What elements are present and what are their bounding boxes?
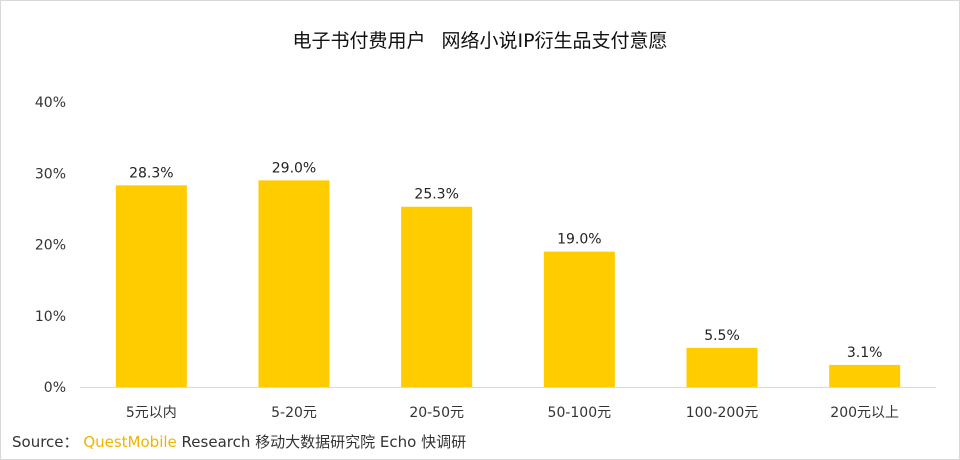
data-label: 5.5% [704, 328, 740, 344]
y-tick-label: 40% [35, 95, 66, 111]
x-tick-label: 200元以上 [830, 405, 899, 421]
y-tick-label: 0% [44, 380, 66, 396]
bar [543, 251, 615, 387]
source-text: Research 移动大数据研究院 Echo 快调研 [181, 433, 467, 451]
source-label: Source： [12, 433, 79, 451]
bar [829, 364, 901, 387]
x-tick-label: 100-200元 [686, 405, 759, 421]
source-brand: QuestMobile [83, 433, 177, 451]
y-tick-label: 10% [35, 309, 66, 325]
title-part-1: 电子书付费用户 [292, 30, 426, 52]
bar [401, 206, 473, 387]
data-label: 29.0% [272, 160, 316, 176]
x-tick-label: 50-100元 [548, 405, 612, 421]
data-label: 28.3% [129, 165, 173, 181]
y-tick-label: 30% [35, 166, 66, 182]
chart-title: 电子书付费用户 网络小说IP衍生品支付意愿 [0, 26, 960, 53]
bar [115, 185, 187, 387]
x-tick-label: 5-20元 [271, 405, 317, 421]
y-tick-label: 20% [35, 238, 66, 254]
title-part-2: 网络小说IP衍生品支付意愿 [441, 30, 668, 52]
bar [686, 347, 758, 387]
x-tick-label: 20-50元 [409, 405, 464, 421]
bar [258, 180, 330, 387]
source-note: Source： QuestMobile Research 移动大数据研究院 Ec… [12, 431, 466, 452]
x-tick-label: 5元以内 [126, 405, 177, 421]
data-label: 25.3% [414, 187, 458, 203]
data-label: 3.1% [847, 345, 883, 361]
data-label: 19.0% [557, 232, 601, 248]
